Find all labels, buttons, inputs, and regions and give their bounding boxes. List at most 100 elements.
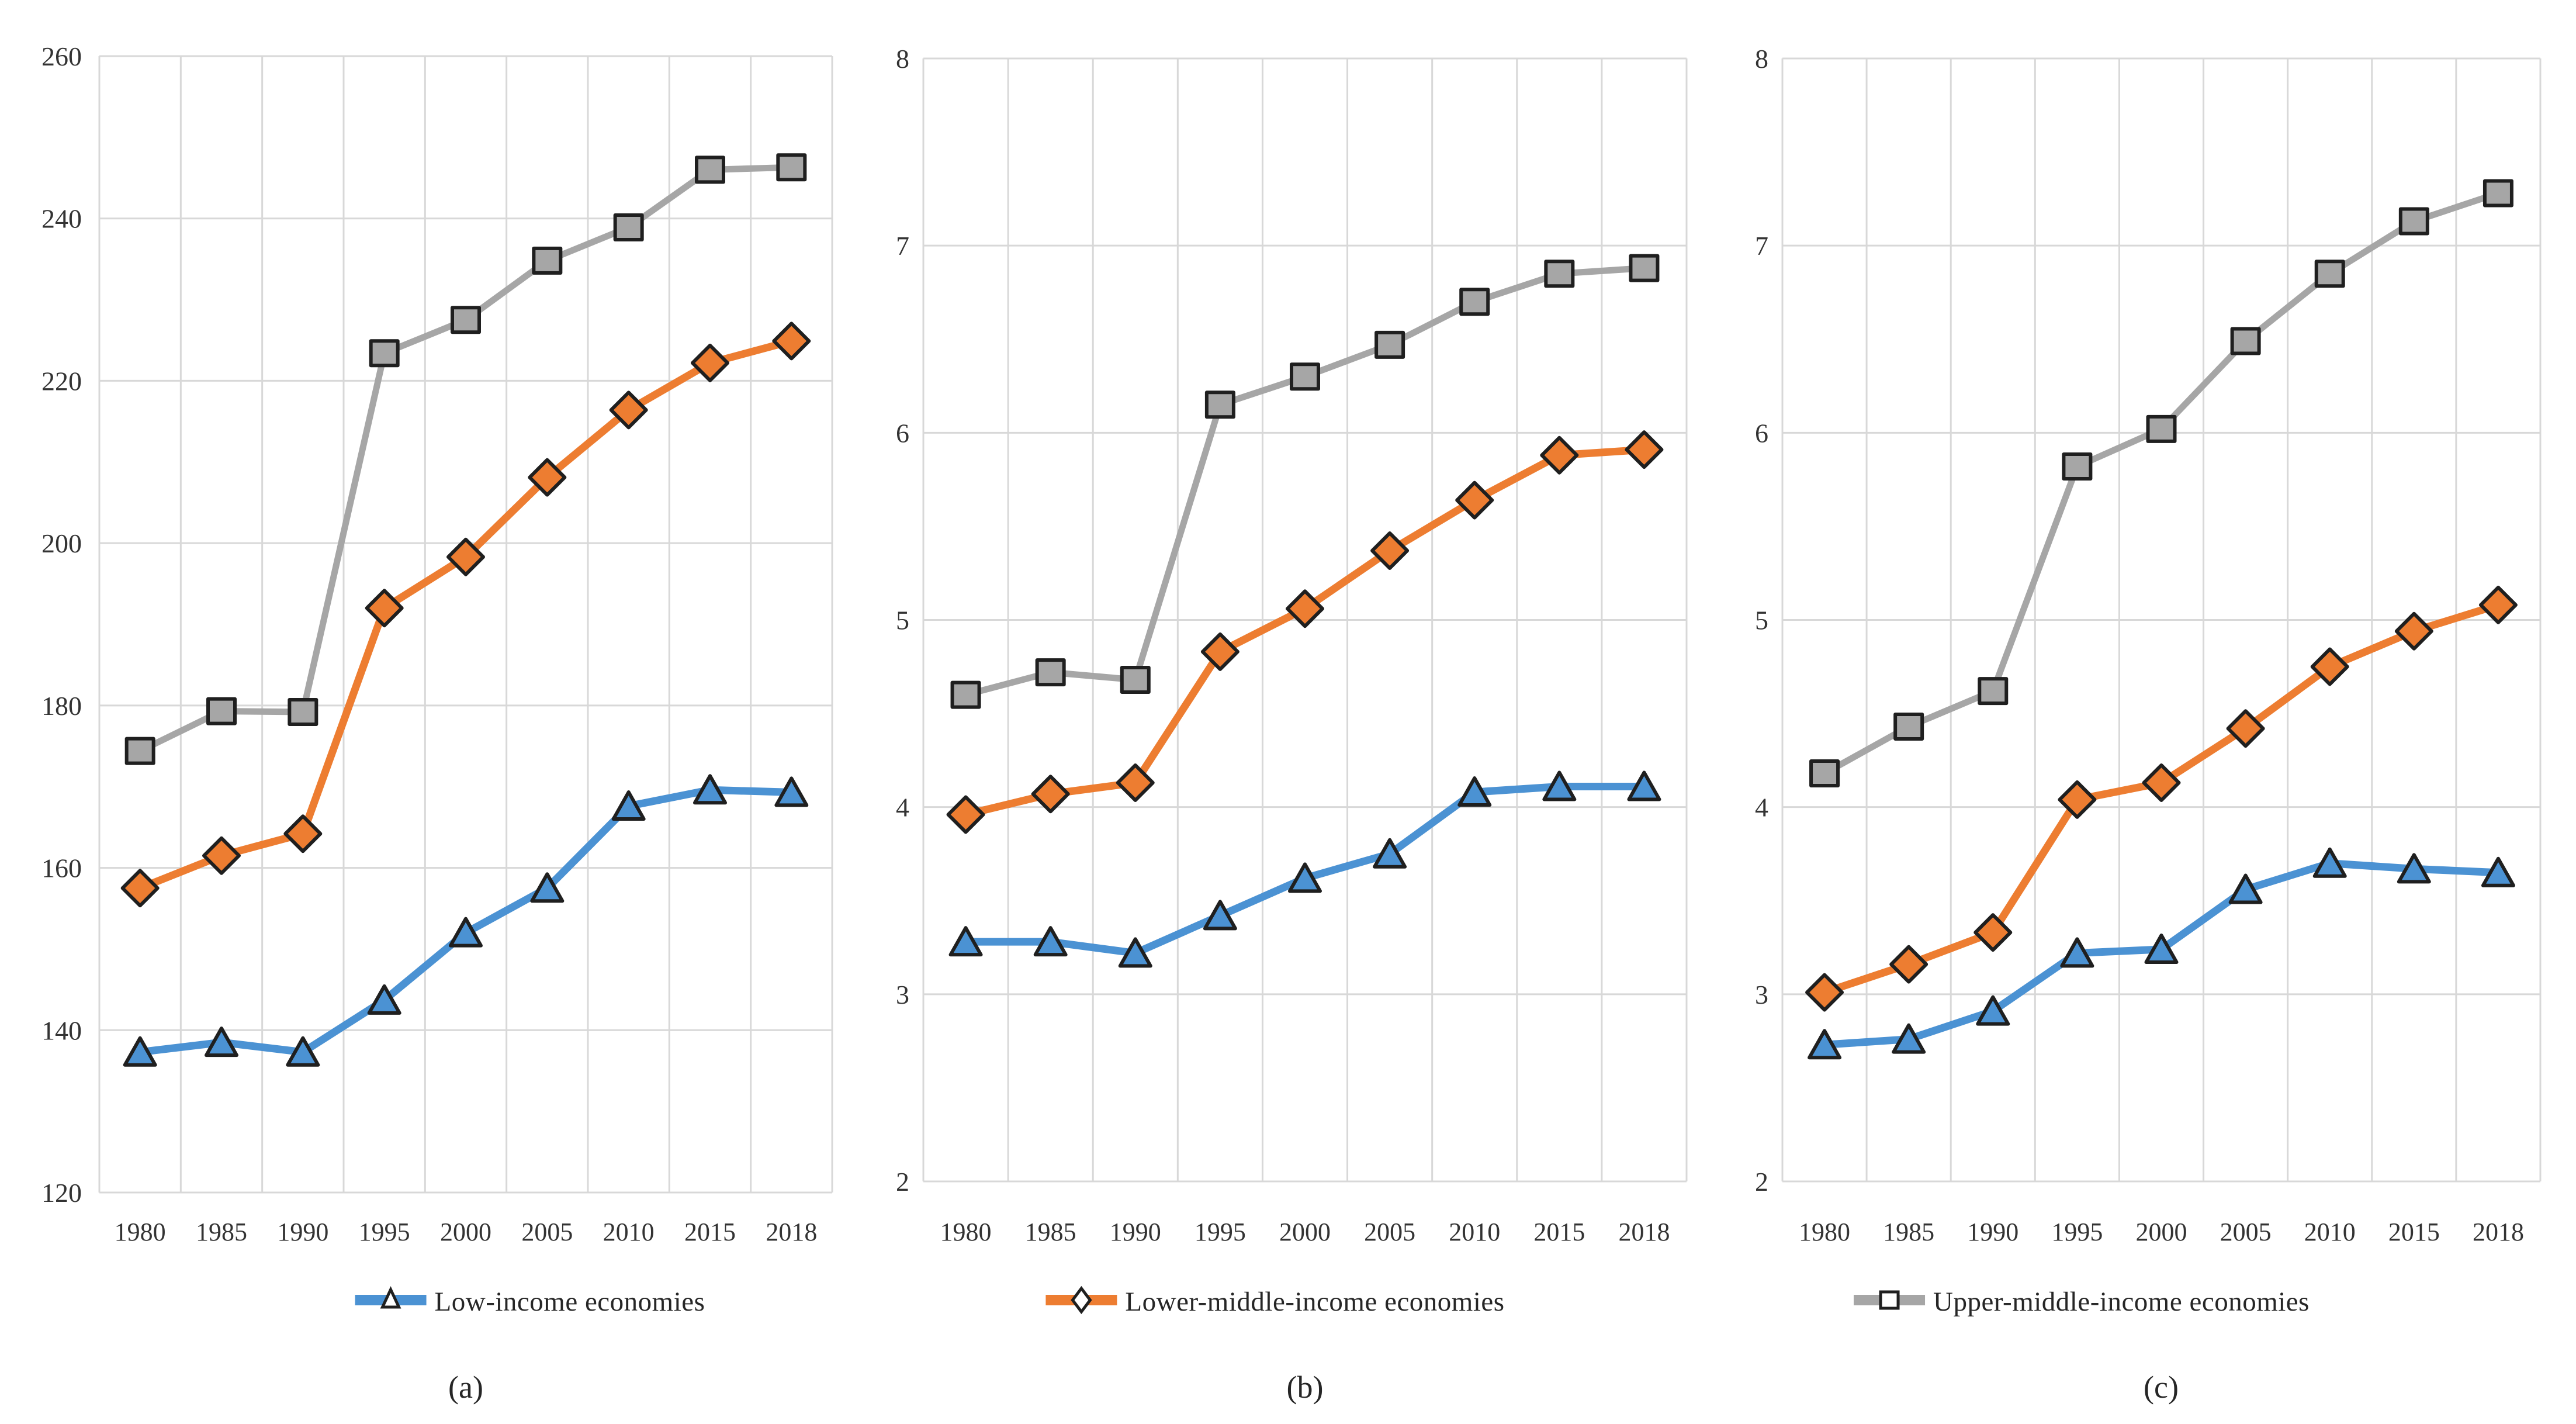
data-point-square [776,153,807,182]
legend-label-panel-c: Upper-middle-income economies [1933,1286,2310,1317]
upper-middle-income-series-icon [1851,1284,1927,1319]
x-axis-tick-label: 2010 [603,1218,655,1246]
data-point-square [288,697,318,726]
x-axis-tick-label: 1995 [2051,1218,2103,1246]
low-income-series-icon [353,1284,429,1319]
data-point-triangle [948,926,983,957]
data-point-triangle [2228,873,2263,904]
data-point-diamond [1455,481,1494,520]
y-axis-tick-label: 6 [896,418,909,448]
data-point-triangle [2060,937,2094,968]
y-axis-tick-label: 4 [1755,793,1768,822]
data-point-square [369,339,400,368]
data-point-square [2482,179,2513,208]
data-point-square [2398,207,2429,236]
data-point-diamond [120,869,160,908]
data-point-diamond [1031,775,1070,814]
x-axis-tick-label: 1985 [1883,1218,1934,1246]
y-axis-tick-label: 5 [896,606,909,635]
data-point-square [1978,677,2009,706]
legend-panel-c: Upper-middle-income economies [1851,1284,2310,1319]
x-axis-tick-label: 1990 [277,1218,328,1246]
data-point-diamond [2058,780,2097,819]
data-point-square [950,680,981,709]
x-axis-tick-label: 2005 [521,1218,573,1246]
data-point-square [1459,288,1490,316]
data-point-diamond [2226,709,2265,748]
data-point-diamond [946,795,985,834]
data-point-diamond [528,458,567,497]
data-point-square [2146,414,2177,443]
data-point-square [1290,362,1320,391]
data-point-diamond [446,537,485,576]
series-line-diamond [962,445,1648,818]
x-axis-tick-label: 2010 [2304,1218,2356,1246]
data-point-triangle [449,917,483,948]
data-point-triangle [123,1036,157,1067]
y-axis-tick-label: 180 [41,691,82,721]
data-point-square [2314,260,2345,288]
data-point-triangle [774,776,809,807]
data-point-diamond [283,814,323,853]
y-axis-tick-label: 7 [1755,231,1768,261]
data-point-diamond [365,589,404,628]
y-axis-tick-label: 260 [41,42,82,71]
data-point-square [1629,254,1660,282]
data-point-square [2062,452,2093,481]
data-point-diamond [1200,632,1239,671]
data-point-diamond [202,836,241,875]
data-point-square [613,213,644,241]
data-point-diamond [1286,589,1324,628]
x-axis-tick-label: 1985 [196,1218,247,1246]
data-point-square [1204,390,1235,419]
data-point-square [1544,260,1575,288]
x-axis-tick-label: 1980 [115,1218,166,1246]
data-point-square [124,737,155,765]
y-axis-tick-label: 3 [1755,980,1768,1010]
data-point-square [2230,327,2261,355]
legend-marker-icon [1854,1290,1926,1310]
y-axis-tick-label: 4 [896,793,909,822]
x-axis-tick-label: 1995 [359,1218,410,1246]
data-point-triangle [1542,770,1577,801]
series-line-square [962,265,1647,699]
data-point-triangle [1373,838,1407,869]
data-point-diamond [1805,973,1844,1012]
x-axis-tick-label: 2018 [2473,1218,2524,1246]
data-point-triangle [1118,937,1152,968]
data-point-diamond [1889,945,1928,984]
x-axis-tick-label: 2000 [440,1218,491,1246]
legend-label-panel-a: Low-income economies [434,1286,705,1317]
data-point-diamond [1540,436,1579,475]
data-point-triangle [205,1026,238,1057]
legend-marker-icon [1045,1285,1117,1315]
y-axis-tick-label: 200 [41,528,82,558]
x-axis-tick-label: 1995 [1194,1218,1246,1246]
data-point-triangle [693,774,727,805]
x-axis-tick-label: 1980 [940,1218,992,1246]
data-point-square [1893,712,1924,741]
y-axis-tick-label: 220 [41,366,82,396]
y-axis-tick-label: 8 [1755,44,1768,74]
data-point-triangle [1203,900,1237,931]
legend-label-panel-b: Lower-middle-income economies [1125,1286,1505,1317]
data-point-square [206,697,237,725]
data-point-diamond [2142,763,2181,803]
y-axis-tick-label: 160 [41,853,82,883]
data-point-diamond [2478,585,2518,624]
y-axis-tick-label: 3 [896,980,909,1010]
x-axis-tick-label: 2018 [766,1218,817,1246]
y-axis-tick-label: 2 [1755,1167,1768,1197]
data-point-triangle [1288,862,1322,893]
x-axis-tick-label: 1980 [1799,1218,1850,1246]
data-point-diamond [609,390,648,430]
data-point-triangle [1892,1023,1926,1054]
y-axis-tick-label: 8 [896,44,909,74]
x-axis-tick-label: 2010 [1449,1218,1500,1246]
data-point-diamond [1973,913,2013,952]
data-point-diamond [1370,531,1410,571]
y-axis-tick-label: 240 [41,204,82,234]
series-line-square [1821,190,2502,777]
